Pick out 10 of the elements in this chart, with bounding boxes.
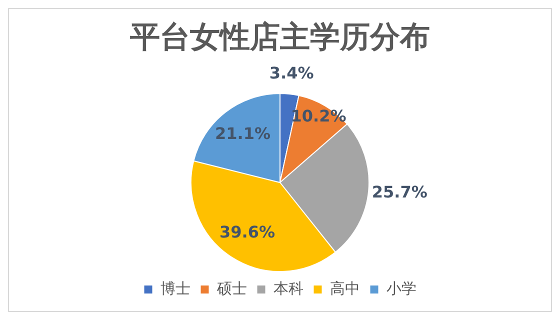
legend-label: 小学 <box>386 279 416 298</box>
legend-label: 博士 <box>160 279 190 298</box>
data-label: 21.1% <box>215 124 271 143</box>
data-label: 39.6% <box>219 222 276 242</box>
legend-label: 高中 <box>330 279 360 298</box>
data-label: 3.4% <box>269 64 314 83</box>
legend-label: 本科 <box>273 279 304 298</box>
legend-label: 硕士 <box>216 279 247 298</box>
chart-title: 平台女性店主学历分布 <box>129 20 430 55</box>
data-label: 25.7% <box>372 182 428 202</box>
